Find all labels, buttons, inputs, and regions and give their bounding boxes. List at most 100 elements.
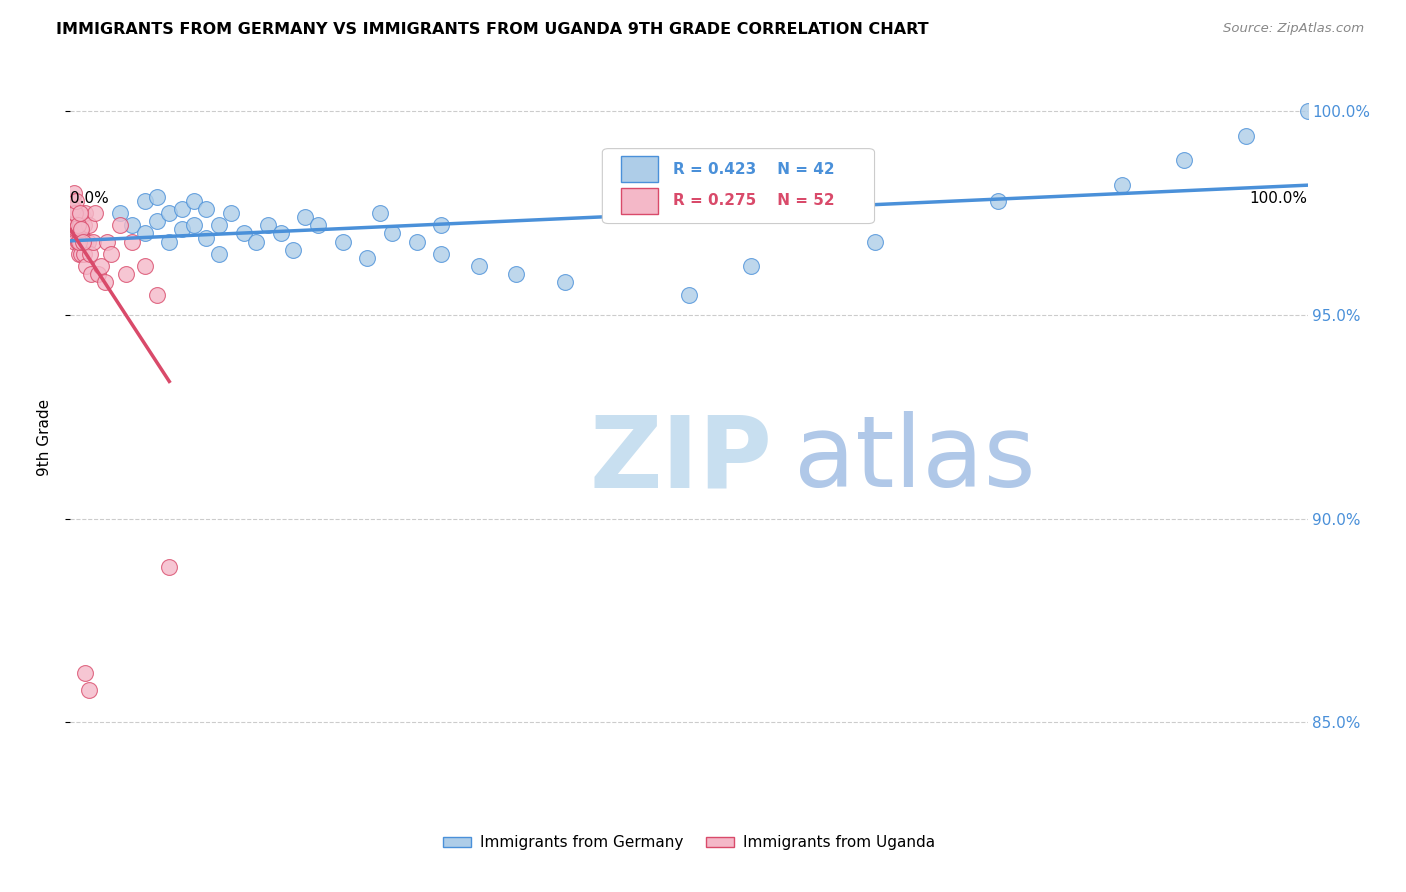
- Point: [134, 227, 156, 241]
- Point: [208, 219, 231, 233]
- Point: [332, 235, 354, 249]
- Point: [1111, 178, 1133, 192]
- Point: [62, 194, 84, 208]
- Point: [65, 222, 87, 236]
- Point: [157, 206, 180, 220]
- Point: [76, 235, 98, 249]
- Point: [134, 259, 156, 273]
- Point: [65, 206, 87, 220]
- Point: [195, 202, 218, 216]
- Point: [1296, 104, 1319, 119]
- Point: [270, 227, 292, 241]
- Point: [69, 235, 91, 249]
- Point: [62, 202, 84, 216]
- Point: [170, 222, 193, 236]
- Point: [108, 219, 131, 233]
- Point: [65, 206, 87, 220]
- Point: [146, 287, 169, 301]
- Point: [75, 666, 97, 681]
- Text: IMMIGRANTS FROM GERMANY VS IMMIGRANTS FROM UGANDA 9TH GRADE CORRELATION CHART: IMMIGRANTS FROM GERMANY VS IMMIGRANTS FR…: [56, 22, 929, 37]
- FancyBboxPatch shape: [602, 149, 875, 224]
- Point: [208, 247, 231, 261]
- Point: [245, 235, 267, 249]
- Point: [405, 235, 427, 249]
- Point: [183, 219, 205, 233]
- Point: [94, 276, 117, 290]
- Text: R = 0.275    N = 52: R = 0.275 N = 52: [673, 194, 835, 208]
- Point: [66, 210, 89, 224]
- Point: [75, 206, 97, 220]
- Point: [82, 235, 104, 249]
- Point: [67, 235, 90, 249]
- Point: [146, 190, 169, 204]
- Text: 100.0%: 100.0%: [1250, 191, 1308, 206]
- Point: [554, 276, 576, 290]
- Point: [75, 235, 97, 249]
- Point: [157, 560, 180, 574]
- Point: [430, 247, 453, 261]
- Point: [157, 235, 180, 249]
- Point: [65, 194, 87, 208]
- Point: [70, 222, 93, 236]
- Point: [121, 235, 143, 249]
- Point: [63, 230, 86, 244]
- Point: [70, 247, 93, 261]
- Point: [67, 247, 90, 261]
- Point: [100, 247, 122, 261]
- Point: [63, 186, 86, 200]
- Point: [86, 267, 108, 281]
- Text: R = 0.423    N = 42: R = 0.423 N = 42: [673, 161, 835, 177]
- Point: [66, 235, 89, 249]
- Point: [678, 287, 700, 301]
- Point: [356, 251, 378, 265]
- Point: [77, 682, 100, 697]
- Point: [121, 219, 143, 233]
- Text: Source: ZipAtlas.com: Source: ZipAtlas.com: [1223, 22, 1364, 36]
- Point: [96, 235, 118, 249]
- Point: [281, 243, 304, 257]
- Point: [195, 230, 218, 244]
- Point: [62, 219, 84, 233]
- Point: [146, 214, 169, 228]
- Point: [170, 202, 193, 216]
- Text: ZIP: ZIP: [591, 411, 773, 508]
- Point: [115, 267, 138, 281]
- Text: 0.0%: 0.0%: [70, 191, 110, 206]
- Point: [72, 235, 94, 249]
- Point: [430, 219, 453, 233]
- Point: [79, 247, 101, 261]
- Point: [90, 259, 112, 273]
- Point: [467, 259, 489, 273]
- Point: [65, 235, 87, 249]
- FancyBboxPatch shape: [621, 156, 658, 182]
- Point: [307, 219, 329, 233]
- Point: [1173, 153, 1195, 168]
- Point: [219, 206, 242, 220]
- Text: atlas: atlas: [794, 411, 1036, 508]
- Point: [257, 219, 280, 233]
- Point: [108, 206, 131, 220]
- Point: [294, 210, 316, 224]
- Point: [77, 219, 100, 233]
- Point: [863, 235, 886, 249]
- Point: [987, 194, 1010, 208]
- Point: [72, 235, 94, 249]
- Point: [80, 267, 103, 281]
- Point: [60, 206, 83, 220]
- Y-axis label: 9th Grade: 9th Grade: [37, 399, 52, 475]
- Point: [69, 206, 91, 220]
- Point: [134, 194, 156, 208]
- Point: [84, 206, 107, 220]
- FancyBboxPatch shape: [621, 187, 658, 214]
- Point: [740, 259, 762, 273]
- Point: [75, 259, 97, 273]
- Point: [72, 210, 94, 224]
- Point: [69, 219, 91, 233]
- Point: [381, 227, 404, 241]
- Point: [368, 206, 391, 220]
- Point: [1234, 128, 1257, 143]
- Point: [73, 219, 96, 233]
- Point: [66, 219, 89, 233]
- Point: [65, 219, 87, 233]
- Legend: Immigrants from Germany, Immigrants from Uganda: Immigrants from Germany, Immigrants from…: [437, 830, 941, 856]
